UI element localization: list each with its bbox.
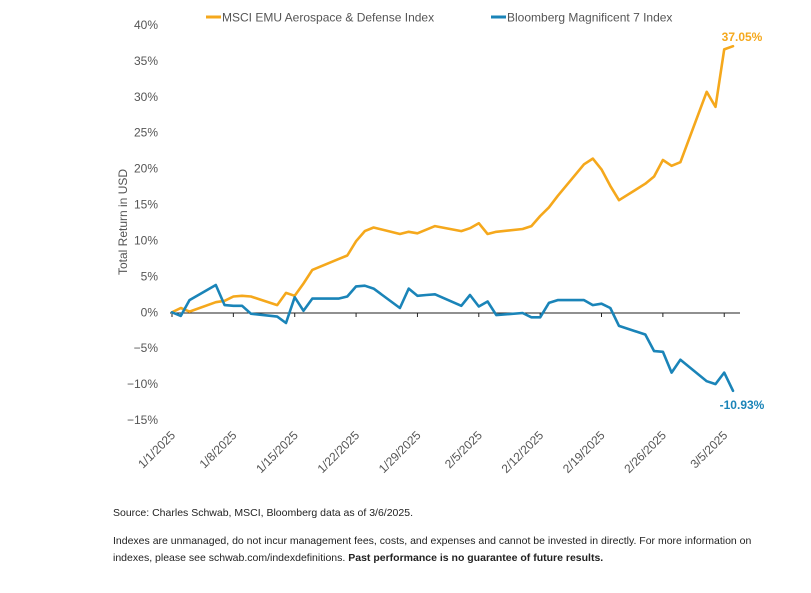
x-tick-label: 3/5/2025: [687, 428, 730, 471]
performance-disclaimer: Past performance is no guarantee of futu…: [348, 552, 604, 564]
x-tick-label: 1/1/2025: [135, 428, 178, 471]
index-disclaimer: Indexes are unmanaged, do not incur mana…: [113, 533, 778, 567]
x-tick-label: 2/19/2025: [560, 428, 608, 476]
index-note-text: Indexes are unmanaged, do not incur mana…: [113, 535, 752, 564]
y-tick-label: 15%: [134, 198, 158, 212]
y-tick-label: −10%: [127, 377, 158, 391]
y-tick-label: 20%: [134, 162, 158, 176]
legend-label-mag7: Bloomberg Magnificent 7 Index: [507, 11, 672, 25]
legend: MSCI EMU Aerospace & Defense Index Bloom…: [206, 11, 672, 25]
x-tick-label: 1/22/2025: [315, 428, 363, 476]
y-tick-label: 5%: [141, 269, 159, 283]
legend-label-msci: MSCI EMU Aerospace & Defense Index: [222, 11, 434, 25]
y-tick-label: 25%: [134, 126, 158, 140]
y-tick-label: −5%: [134, 341, 159, 355]
end-label-mag7: -10.93%: [720, 398, 765, 412]
series-line-mag7: [170, 283, 735, 393]
legend-item-msci: MSCI EMU Aerospace & Defense Index: [206, 11, 434, 25]
x-axis-ticks: 1/1/2025 1/8/2025 1/15/2025 1/22/2025 1/29/2…: [135, 313, 731, 476]
x-tick-label: 2/5/2025: [442, 428, 485, 471]
end-label-msci: 37.05%: [722, 30, 763, 44]
y-axis-ticks: 40% 35% 30% 25% 20% 15% 10% 5% 0% −5% −10% −15%: [127, 18, 158, 427]
x-tick-label: 1/15/2025: [253, 428, 301, 476]
legend-item-mag7: Bloomberg Magnificent 7 Index: [491, 11, 672, 25]
x-tick-label: 1/29/2025: [376, 428, 424, 476]
x-tick-label: 1/8/2025: [197, 428, 240, 471]
y-tick-label: 0%: [141, 305, 159, 319]
y-tick-label: 30%: [134, 90, 158, 104]
y-axis-title: Total Return in USD: [116, 169, 130, 275]
y-tick-label: 35%: [134, 54, 158, 68]
series-layer: 37.05% -10.93%: [170, 30, 765, 412]
y-tick-label: 40%: [134, 18, 158, 32]
source-note: Source: Charles Schwab, MSCI, Bloomberg …: [113, 507, 413, 519]
y-tick-label: 10%: [134, 233, 158, 247]
x-tick-label: 2/26/2025: [621, 428, 669, 476]
series-line-msci: [170, 44, 735, 314]
x-tick-label: 2/12/2025: [499, 428, 547, 476]
y-tick-label: −15%: [127, 413, 158, 427]
line-chart: MSCI EMU Aerospace & Defense Index Bloom…: [116, 11, 765, 476]
